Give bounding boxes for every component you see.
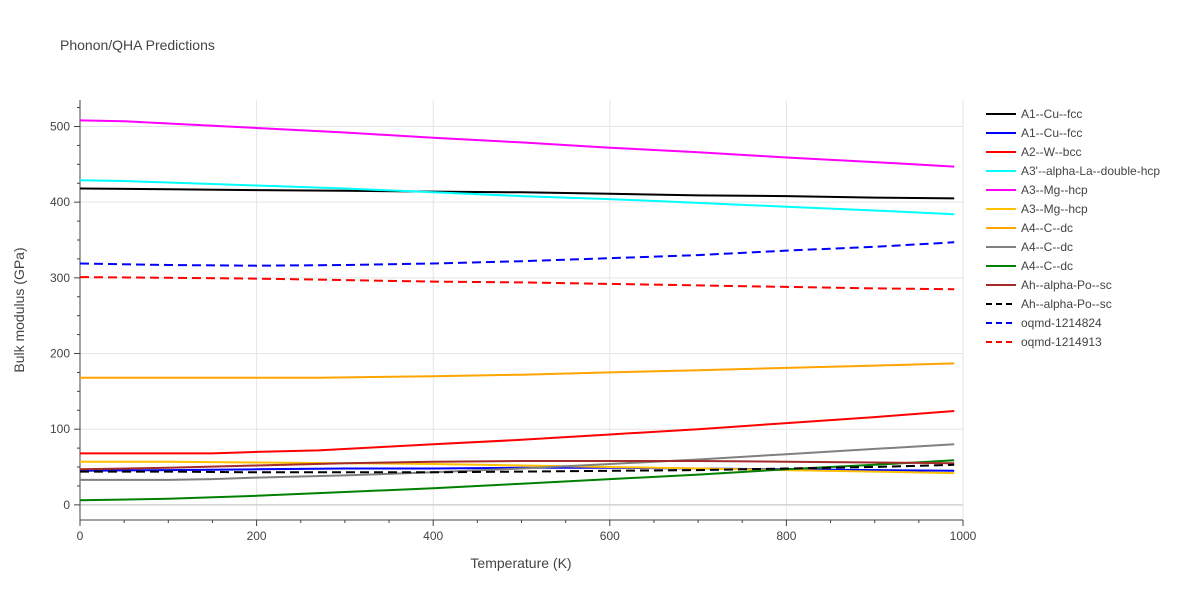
- legend-label: A1--Cu--fcc: [1021, 107, 1082, 121]
- series-line-2: [80, 410, 955, 455]
- series-line-0: [79, 187, 955, 200]
- legend-label: oqmd-1214913: [1021, 335, 1102, 349]
- legend[interactable]: A1--Cu--fcc A1--Cu--fcc A2--W--bcc A3'--alp…: [986, 107, 1160, 349]
- legend-label: A3--Mg--hcp: [1021, 202, 1088, 216]
- legend-item[interactable]: oqmd-1214913: [986, 335, 1102, 349]
- legend-label: A4--C--dc: [1021, 240, 1073, 254]
- y-tick-label: 200: [50, 347, 70, 361]
- y-tick-label: 100: [50, 422, 70, 436]
- y-tick-label: 500: [50, 119, 70, 133]
- series-line-5: [80, 460, 955, 475]
- legend-item[interactable]: A4--C--dc: [986, 259, 1073, 273]
- legend-item[interactable]: oqmd-1214824: [986, 316, 1102, 330]
- series-line-11: [79, 241, 955, 267]
- legend-item[interactable]: Ah--alpha-Po--sc: [986, 278, 1112, 292]
- x-axis-label: Temperature (K): [470, 555, 571, 571]
- series-line-4: [79, 119, 955, 168]
- legend-item[interactable]: A3'--alpha-La--double-hcp: [986, 164, 1160, 178]
- legend-label: A2--W--bcc: [1021, 145, 1081, 159]
- legend-item[interactable]: A2--W--bcc: [986, 145, 1081, 159]
- legend-item[interactable]: A4--C--dc: [986, 221, 1073, 235]
- legend-label: A4--C--dc: [1021, 259, 1073, 273]
- y-axis-label: Bulk modulus (GPa): [11, 247, 27, 372]
- legend-label: Ah--alpha-Po--sc: [1021, 278, 1112, 292]
- y-tick-label: 400: [50, 195, 70, 209]
- legend-item[interactable]: A4--C--dc: [986, 240, 1073, 254]
- series-layer: [79, 119, 955, 502]
- legend-item[interactable]: A1--Cu--fcc: [986, 107, 1082, 121]
- grid-layer: [80, 100, 964, 520]
- legend-label: A3--Mg--hcp: [1021, 183, 1088, 197]
- legend-label: A3'--alpha-La--double-hcp: [1021, 164, 1160, 178]
- series-line-10: [80, 463, 955, 474]
- legend-item[interactable]: A3--Mg--hcp: [986, 183, 1088, 197]
- legend-label: oqmd-1214824: [1021, 316, 1102, 330]
- x-tick-label: 0: [77, 529, 84, 543]
- legend-item[interactable]: A1--Cu--fcc: [986, 126, 1082, 140]
- legend-label: A1--Cu--fcc: [1021, 126, 1082, 140]
- series-line-6: [80, 362, 955, 379]
- series-line-7: [80, 443, 955, 481]
- x-tick-label: 400: [423, 529, 443, 543]
- legend-item[interactable]: Ah--alpha-Po--sc: [986, 297, 1112, 311]
- x-tick-label: 600: [600, 529, 620, 543]
- legend-label: A4--C--dc: [1021, 221, 1073, 235]
- x-tick-label: 1000: [950, 529, 977, 543]
- legend-item[interactable]: A3--Mg--hcp: [986, 202, 1088, 216]
- series-line-12: [79, 276, 955, 291]
- series-line-3: [79, 179, 955, 216]
- y-tick-label: 0: [63, 498, 70, 512]
- series-line-9: [79, 460, 955, 471]
- axes-layer: 0 200 400 600 800 1000 0 100 200 300 400 500: [50, 100, 977, 543]
- y-tick-label: 300: [50, 271, 70, 285]
- x-tick-label: 800: [776, 529, 796, 543]
- legend-label: Ah--alpha-Po--sc: [1021, 297, 1112, 311]
- chart-title: Phonon/QHA Predictions: [60, 37, 215, 53]
- x-tick-label: 200: [247, 529, 267, 543]
